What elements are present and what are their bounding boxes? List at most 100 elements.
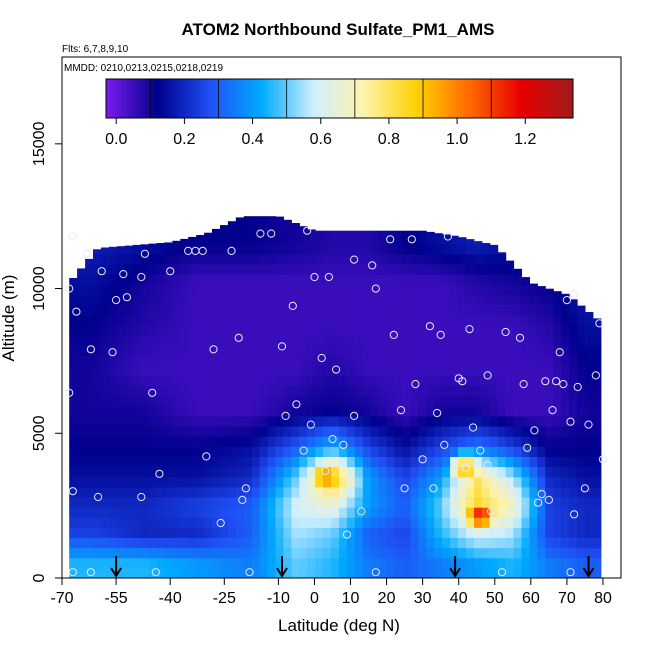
heatmap-cell — [85, 456, 94, 468]
heatmap-cell — [394, 385, 403, 397]
heatmap-cell — [156, 527, 165, 538]
sample-point — [310, 272, 319, 282]
heatmap-cell — [434, 294, 443, 305]
colorbar-segment — [491, 79, 496, 118]
heatmap-cell — [204, 274, 213, 285]
heatmap-cell — [386, 446, 396, 457]
heatmap-cell — [505, 537, 515, 549]
heatmap-cell — [346, 385, 356, 397]
heatmap-cell — [283, 537, 292, 549]
heatmap-cell — [402, 264, 411, 275]
heatmap-cell — [235, 284, 245, 295]
heatmap-cell — [267, 355, 277, 366]
x-tick-label: 60 — [522, 590, 540, 607]
heatmap-cell — [132, 517, 142, 528]
heatmap-cell — [402, 230, 411, 235]
heatmap-cell — [450, 355, 459, 366]
heatmap-cell — [426, 446, 435, 457]
axes: -70 -55 -40 -25 -10 0 10 20 30 40 50 60 70 8005000100… — [31, 121, 612, 607]
heatmap-cell — [227, 436, 237, 447]
heatmap-cell — [283, 243, 292, 255]
heatmap-cell — [227, 314, 237, 326]
heatmap-cell — [315, 274, 324, 285]
heatmap-cell — [180, 466, 189, 478]
heatmap-cell — [251, 486, 261, 498]
heatmap-cell — [243, 216, 253, 224]
heatmap-cell — [77, 294, 86, 305]
heatmap-cell — [251, 324, 261, 336]
heatmap-cell — [85, 304, 94, 316]
heatmap-cell — [362, 334, 372, 346]
sample-point — [299, 446, 308, 455]
heatmap-cell — [346, 567, 356, 578]
heatmap-cell — [283, 219, 292, 224]
heatmap-cell — [164, 405, 173, 417]
heatmap-cell — [584, 497, 594, 508]
heatmap-cell — [116, 274, 126, 285]
heatmap-cell — [77, 466, 86, 478]
heatmap-cell — [386, 537, 396, 549]
heatmap-cell — [465, 264, 475, 275]
heatmap-cell — [204, 567, 213, 578]
heatmap-cell — [331, 365, 340, 376]
heatmap-cell — [465, 557, 475, 569]
heatmap-cell — [108, 517, 118, 528]
heatmap-cell — [85, 517, 94, 528]
heatmap-cell — [299, 547, 308, 559]
heatmap-cell — [426, 517, 435, 528]
heatmap-cell — [489, 345, 499, 356]
heatmap-cell — [537, 537, 546, 549]
heatmap-cell — [577, 557, 586, 569]
heatmap-cell — [275, 436, 284, 447]
heatmap-cell — [394, 466, 403, 478]
heatmap-cell — [553, 466, 562, 478]
heatmap-cell — [458, 446, 467, 457]
heatmap-cell — [204, 365, 213, 376]
colorbar-tick-label: 1.0 — [446, 131, 468, 148]
sample-point — [94, 492, 103, 502]
heatmap-cell — [584, 385, 594, 397]
heatmap-cell — [69, 537, 78, 549]
heatmap-cell — [521, 415, 530, 427]
heatmap-cell — [561, 547, 570, 559]
heatmap-cell — [291, 537, 300, 549]
heatmap-cell — [426, 345, 435, 356]
heatmap-cell — [418, 507, 427, 518]
heatmap-cell — [561, 497, 570, 508]
heatmap-cell — [267, 415, 277, 427]
heatmap-cell — [235, 324, 245, 336]
heatmap-cell — [323, 230, 332, 235]
heatmap-cell — [354, 466, 364, 478]
heatmap-cell — [235, 446, 245, 457]
heatmap-cell — [370, 405, 380, 417]
heatmap-cell — [592, 537, 602, 549]
heatmap-cell — [251, 216, 261, 224]
sample-point — [68, 568, 77, 577]
heatmap-cell — [378, 334, 388, 346]
heatmap-cell — [148, 334, 158, 346]
heatmap-cell — [259, 436, 269, 447]
heatmap-cell — [283, 395, 292, 407]
heatmap-cell — [212, 476, 221, 488]
heatmap-cell — [450, 456, 459, 468]
heatmap-cell — [275, 507, 284, 518]
heatmap-cell — [410, 426, 419, 437]
sample-point — [429, 484, 438, 493]
heatmap-cell — [243, 466, 253, 478]
heatmap-cell — [418, 365, 427, 376]
heatmap-cell — [116, 246, 126, 255]
heatmap-cell — [100, 466, 110, 478]
heatmap-cell — [513, 476, 522, 488]
heatmap-cell — [481, 476, 491, 488]
heatmap-cell — [521, 567, 530, 578]
heatmap-cell — [220, 456, 229, 468]
heatmap-cell — [307, 365, 316, 376]
heatmap-cell — [465, 456, 475, 468]
heatmap-cell — [370, 355, 380, 366]
colorbar-segment — [370, 79, 376, 118]
heatmap-cell — [497, 476, 507, 488]
heatmap-cell — [346, 365, 356, 376]
heatmap-cell — [592, 415, 602, 427]
heatmap-cell — [323, 547, 332, 559]
